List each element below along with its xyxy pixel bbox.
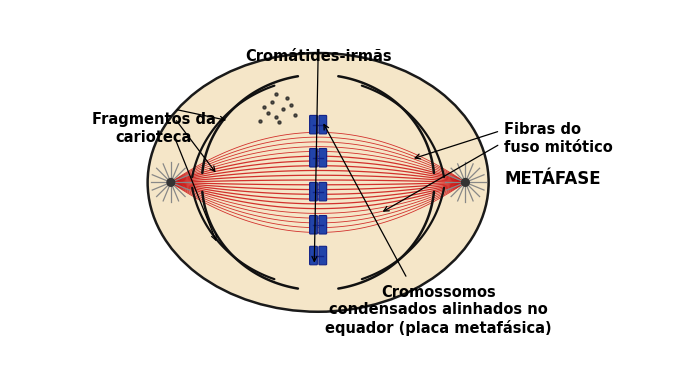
- Text: Cromátides-irmãs: Cromátides-irmãs: [245, 49, 391, 64]
- Text: Fibras do
fuso mitótico: Fibras do fuso mitótico: [504, 122, 613, 155]
- Text: Fragmentos da
carioteca: Fragmentos da carioteca: [92, 112, 216, 145]
- Circle shape: [167, 178, 175, 186]
- FancyBboxPatch shape: [310, 182, 317, 201]
- FancyBboxPatch shape: [319, 215, 327, 234]
- Circle shape: [462, 178, 469, 186]
- FancyBboxPatch shape: [319, 246, 327, 265]
- FancyBboxPatch shape: [310, 246, 317, 265]
- Ellipse shape: [148, 53, 488, 312]
- FancyBboxPatch shape: [310, 149, 317, 167]
- FancyBboxPatch shape: [319, 149, 327, 167]
- FancyBboxPatch shape: [319, 115, 327, 134]
- Text: Cromossomos
condensados alinhados no
equador (placa metafásica): Cromossomos condensados alinhados no equ…: [325, 285, 551, 336]
- FancyBboxPatch shape: [310, 215, 317, 234]
- Text: METÁFASE: METÁFASE: [504, 170, 601, 188]
- FancyBboxPatch shape: [319, 182, 327, 201]
- FancyBboxPatch shape: [310, 115, 317, 134]
